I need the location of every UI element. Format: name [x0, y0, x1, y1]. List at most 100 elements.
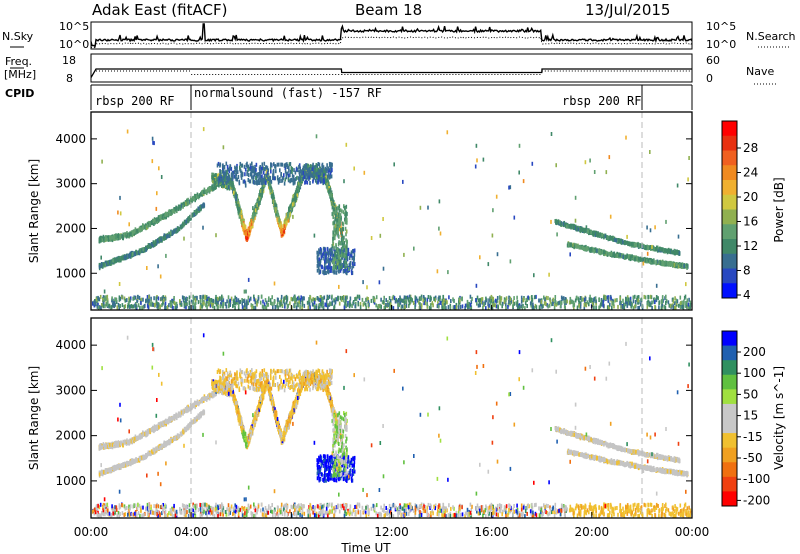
scatter-point: [561, 222, 563, 227]
scatter-point: [176, 205, 178, 210]
scatter-point: [674, 264, 677, 269]
scatter-point: [152, 240, 155, 245]
scatter-point: [258, 196, 261, 201]
scatter-point: [277, 218, 280, 223]
scatter-point: [602, 249, 604, 254]
scatter-point: [226, 170, 228, 175]
scatter-point: [180, 225, 182, 230]
scatter-point: [188, 217, 190, 222]
scatter-point: [270, 179, 273, 184]
scatter-point: [676, 262, 678, 267]
cpid-strip: CPID rbsp 200 RF normalsound (fast) -157…: [5, 84, 693, 110]
scatter-point: [603, 250, 605, 255]
scatter-point: [650, 258, 652, 262]
nsearch-trace: [90, 36, 693, 49]
scatter-point: [123, 255, 126, 259]
scatter-point: [324, 166, 327, 171]
scatter-point: [276, 210, 279, 214]
scatter-point: [134, 229, 136, 234]
scatter-point: [589, 231, 591, 235]
scatter-point: [624, 240, 627, 245]
scatter-point: [579, 226, 582, 231]
scatter-point: [555, 220, 557, 224]
scatter-point: [182, 201, 185, 206]
freq-panel: Freq. [MHz] 18 8 60 0 Nave: [4, 53, 778, 85]
freq-trace: [90, 68, 692, 78]
date-title: 13/Jul/2015: [585, 1, 670, 19]
scatter-point: [145, 245, 147, 250]
scatter-point: [175, 207, 177, 211]
scatter-point: [111, 235, 114, 240]
scatter-point: [168, 233, 171, 238]
scatter-point: [629, 242, 631, 247]
scatter-point: [292, 193, 295, 198]
scatter-point: [274, 200, 276, 205]
scatter-point: [294, 190, 297, 195]
scatter-point: [201, 204, 203, 209]
scatter-point: [306, 180, 309, 185]
scatter-point: [133, 251, 136, 256]
scatter-point: [647, 245, 649, 250]
scatter-point: [604, 234, 607, 239]
scatter-point: [575, 244, 578, 249]
scatter-point: [211, 185, 213, 190]
cpid-label: CPID: [5, 87, 34, 100]
scatter-point: [650, 260, 652, 265]
scatter-point: [129, 251, 132, 256]
scatter-point: [283, 224, 286, 229]
scatter-point: [581, 245, 583, 250]
scatter-point: [214, 185, 217, 190]
scatter-point: [156, 239, 159, 244]
scatter-point: [191, 212, 194, 217]
scatter-point: [141, 227, 143, 232]
scatter-point: [663, 262, 665, 267]
scatter-point: [129, 252, 131, 257]
nsky-tick-top-right: 10^5: [706, 20, 736, 33]
scatter-point: [147, 243, 150, 248]
scatter-point: [108, 236, 110, 241]
scatter-point: [605, 236, 608, 240]
scatter-point: [632, 242, 634, 247]
scatter-point: [240, 171, 243, 176]
scatter-point: [258, 175, 260, 180]
scatter-point: [589, 248, 592, 253]
scatter-point: [562, 221, 565, 226]
scatter-point: [656, 245, 659, 250]
scatter-point: [582, 246, 585, 251]
scatter-point: [215, 177, 217, 182]
scatter-point: [253, 218, 255, 223]
scatter-point: [285, 175, 288, 180]
scatter-point: [240, 218, 243, 223]
nsky-tick-top-left: 10^5: [59, 20, 89, 33]
scatter-point: [272, 192, 275, 197]
scatter-point: [634, 256, 637, 261]
beam-title: Beam 18: [355, 1, 422, 19]
scatter-point: [104, 263, 107, 268]
scatter-point: [618, 239, 620, 244]
scatter-point: [243, 179, 246, 184]
scatter-point: [618, 253, 620, 258]
scatter-point: [318, 162, 321, 167]
nsearch-label: N.Search: [746, 30, 796, 43]
scatter-point: [570, 242, 572, 247]
scatter-point: [631, 254, 633, 259]
scatter-point: [627, 254, 630, 259]
scatter-point: [657, 248, 660, 253]
scatter-point: [232, 190, 235, 195]
scatter-point: [590, 230, 592, 235]
scatter-point: [161, 214, 164, 219]
scatter-point: [267, 177, 270, 182]
scatter-point: [289, 179, 291, 184]
scatter-point: [251, 224, 254, 229]
scatter-point: [187, 200, 189, 205]
scatter-point: [225, 183, 227, 188]
scatter-point: [319, 172, 322, 176]
scatter-point: [622, 254, 624, 259]
scatter-point: [239, 212, 242, 217]
scatter-point: [113, 236, 115, 241]
scatter-point: [117, 256, 119, 261]
scatter-point: [293, 168, 295, 173]
scatter-point: [679, 263, 681, 268]
